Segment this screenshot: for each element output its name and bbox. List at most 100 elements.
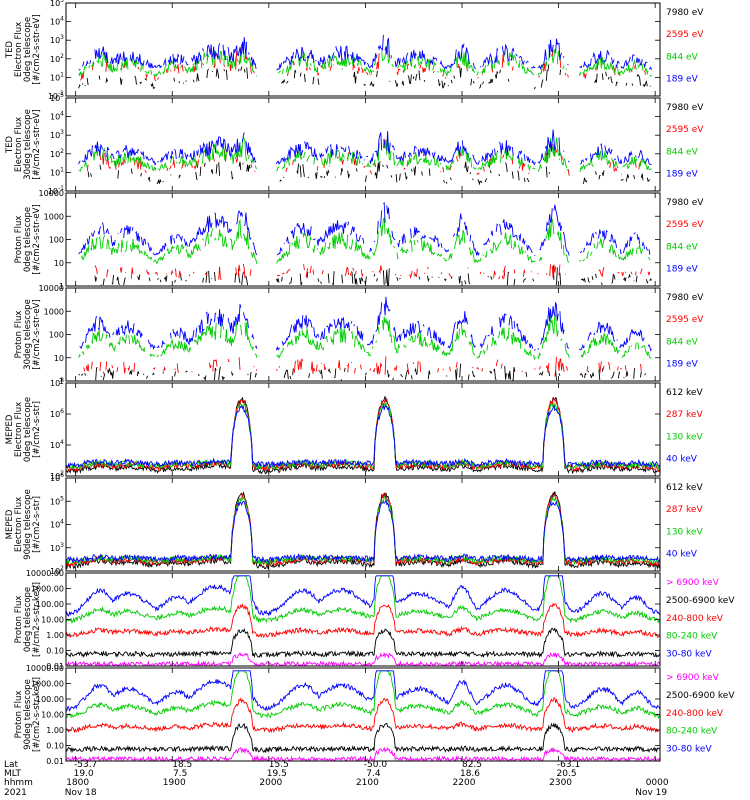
y-tick-label: 102 — [50, 148, 64, 159]
y-axis-label-line: 0deg telescope — [23, 207, 33, 272]
y-tick-label: 103 — [50, 129, 64, 140]
panel-plot — [78, 34, 652, 90]
y-tick-label: 1 — [59, 282, 64, 291]
legend-entry: 287 keV — [666, 505, 703, 515]
legend-entry: 2500-6900 keV — [666, 596, 735, 606]
legend-entry: 189 eV — [666, 264, 699, 274]
lat-tick-label: -53.7 — [74, 760, 97, 770]
series-40-kev-trace — [66, 498, 660, 564]
legend-entry: 844 eV — [666, 337, 699, 347]
y-tick-label: 10000.00 — [26, 664, 64, 673]
y-tick-label: 108 — [50, 377, 64, 388]
series-189-ev-trace — [78, 34, 652, 71]
x-axis-row-label: MLT — [4, 769, 22, 779]
series-844-ev-trace — [78, 136, 652, 173]
lat-tick-label: 18.5 — [172, 760, 192, 770]
legend-entry: 40 keV — [666, 549, 698, 559]
y-tick-label: 1000.00 — [31, 680, 64, 689]
series-240-800-kev-trace — [66, 602, 660, 639]
time-tick-label: 2200 — [453, 778, 476, 788]
series-2595-ev-trace — [94, 263, 651, 281]
legend-entry: 2595 eV — [666, 220, 704, 230]
y-tick-label: 104 — [50, 16, 64, 27]
legend-entry: 2595 eV — [666, 30, 704, 40]
y-axis-label-line: Electron Flux — [14, 497, 24, 552]
y-tick-label: 10.00 — [41, 616, 64, 625]
time-tick-label: 2300 — [549, 778, 572, 788]
legend-entry: 844 eV — [666, 242, 699, 252]
y-tick-label: 10 — [54, 354, 64, 363]
y-axis-label-line: Proton Flux — [14, 596, 24, 644]
series--6900-kev-trace — [66, 746, 660, 761]
panel-4: 1 10 100 1000 10000 Proton Flux 30deg telescop… — [14, 284, 704, 386]
legend-entry: 612 keV — [666, 388, 703, 398]
time-tick-label: 1900 — [163, 778, 186, 788]
y-tick-label: 105 — [50, 92, 64, 103]
y-axis-label-line: Electron Flux — [14, 117, 24, 172]
legend-entry: 7980 eV — [666, 103, 704, 113]
panel-1: 10-1 101 102 103 104 105 TED Electron Flux 0deg … — [5, 0, 704, 101]
legend-entry: 287 keV — [666, 410, 703, 420]
mlt-tick-label: 7.5 — [173, 769, 187, 779]
legend-entry: 189 eV — [666, 359, 699, 369]
y-tick-label: 0.10 — [46, 742, 64, 751]
y-tick-label: 10000.00 — [26, 569, 64, 578]
y-tick-label: 10000 — [39, 189, 64, 198]
legend-entry: 2595 eV — [666, 125, 704, 135]
legend-entry: > 6900 keV — [666, 673, 720, 683]
y-tick-label: 104 — [50, 519, 64, 530]
legend-entry: 189 eV — [666, 169, 699, 179]
y-axis-label-line: TED — [5, 135, 15, 154]
time-tick-label: 0000 — [646, 778, 669, 788]
panel-plot — [66, 670, 660, 761]
series-844-ev-trace — [81, 218, 651, 264]
series-80-240-kev-trace — [66, 670, 660, 720]
y-tick-label: 105 — [50, 0, 64, 8]
series-189-ev-trace — [79, 203, 652, 256]
panel-3: 1 10 100 1000 10000 Proton Flux 0deg telescope… — [14, 189, 704, 291]
y-tick-label: 101 — [50, 166, 64, 177]
panel-plot — [79, 203, 652, 286]
end-date-label: Nov 19 — [635, 788, 667, 798]
y-tick-label: 1000 — [44, 307, 64, 316]
mlt-tick-label: 19.0 — [74, 769, 94, 779]
y-tick-label: 10-1 — [48, 185, 64, 196]
y-tick-label: 0.01 — [46, 757, 64, 766]
y-tick-label: 10.00 — [41, 711, 64, 720]
legend-entry: 80-240 keV — [666, 727, 718, 737]
time-tick-label: 2000 — [259, 778, 282, 788]
legend-entry: 130 keV — [666, 432, 703, 442]
y-tick-label: 1.00 — [46, 631, 64, 640]
mlt-tick-label: 20.5 — [557, 769, 577, 779]
y-axis-label-line: [#/cm2-s-str-eV] — [32, 14, 42, 84]
legend-entry: 189 eV — [666, 74, 699, 84]
y-tick-label: 1000.00 — [31, 585, 64, 594]
panel-frame — [65, 382, 661, 477]
y-axis-label-line: Proton Flux — [14, 691, 24, 739]
legend-entry: > 6900 keV — [666, 578, 720, 588]
legend-entry: 2595 eV — [666, 315, 704, 325]
y-tick-label: 10 — [54, 259, 64, 268]
y-tick-label: 100.00 — [36, 695, 64, 704]
y-tick-label: 1 — [59, 377, 64, 386]
time-tick-label: 2100 — [356, 778, 379, 788]
legend-entry: 7980 eV — [666, 8, 704, 18]
panel-8: 0.01 0.10 1.00 10.00 100.00 1000.00 10000.00 Pr… — [14, 664, 735, 766]
series-40-kev-trace — [66, 403, 660, 469]
series-7980-ev-trace — [94, 265, 652, 286]
time-tick-label: 1800 — [66, 778, 89, 788]
y-tick-label: 102 — [50, 470, 64, 481]
legend-entry: 80-240 keV — [666, 632, 718, 642]
legend-entry: 844 eV — [666, 52, 699, 62]
legend-entry: 40 keV — [666, 454, 698, 464]
legend-entry: 612 keV — [666, 483, 703, 493]
panel-plot — [66, 491, 660, 570]
y-tick-label: 1000 — [44, 212, 64, 221]
y-axis-label-line: TED — [5, 40, 15, 59]
y-axis-label-line: [#/cm2-s-str] — [32, 496, 42, 553]
y-axis-label-line: Electron Flux — [14, 22, 24, 77]
lat-tick-label: -63.1 — [557, 760, 580, 770]
y-axis-label-line: Proton Flux — [14, 216, 24, 264]
panel-5: 102 104 106 108 MEPED Electron Flux 0deg teles… — [5, 377, 703, 481]
